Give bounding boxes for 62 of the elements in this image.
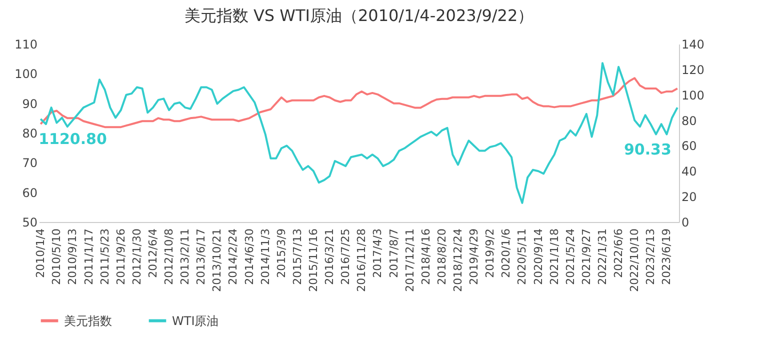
y-tick-label: 110	[14, 38, 38, 52]
y2-tick-label: 60	[682, 139, 697, 154]
x-tick-label: 2015/11/16	[307, 228, 320, 292]
x-tick-label: 2021/5/24	[564, 228, 577, 285]
x-tick-label: 2016/3/21	[323, 228, 336, 285]
x-tick-label: 2011/1/17	[82, 228, 96, 285]
x-tick-label: 2014/2/24	[226, 228, 240, 285]
x-tick-label: 2022/1/31	[596, 228, 609, 285]
annotation: 1120.80	[38, 130, 107, 148]
x-tick-label: 2021/9/27	[580, 228, 593, 285]
y2-tick-label: 140	[682, 38, 704, 52]
y-tick-label: 60	[22, 186, 38, 200]
x-tick-label: 2018/12/24	[451, 228, 464, 292]
line-series	[40, 62, 678, 204]
x-tick-label: 2023/6/19	[660, 228, 674, 285]
x-tick-label: 2020/1/6	[500, 228, 513, 278]
legend-label: WTI原油	[172, 314, 219, 328]
x-tick-label: 2016/7/25	[339, 228, 352, 285]
x-tick-label: 2018/4/16	[419, 228, 432, 285]
y2-tick-label: 20	[682, 190, 697, 204]
x-tick-label: 2019/4/29	[468, 228, 481, 285]
x-tick-label: 2016/11/28	[355, 228, 368, 292]
y-tick-label: 90	[22, 96, 38, 111]
x-tick-label: 2017/8/7	[387, 228, 400, 278]
x-tick-label: 2014/11/3	[258, 228, 272, 285]
x-tick-label: 2013/2/11	[178, 228, 192, 285]
y-tick-label: 100	[14, 67, 38, 82]
x-tick-label: 2017/12/11	[403, 228, 416, 292]
x-tick-label: 2012/10/8	[162, 228, 176, 285]
line-series	[40, 77, 678, 128]
x-tick-label: 2011/5/23	[98, 228, 112, 285]
x-tick-label: 2017/4/3	[371, 228, 384, 278]
annotation: 90.33	[624, 140, 672, 159]
x-tick-label: 2010/1/4	[34, 228, 48, 278]
y2-tick-label: 40	[682, 164, 697, 179]
x-tick-label: 2012/6/4	[146, 228, 160, 278]
y-tick-label: 80	[22, 126, 38, 140]
x-tick-label: 2014/6/30	[242, 228, 256, 285]
x-tick-label: 2020/5/11	[516, 228, 529, 285]
x-tick-label: 2013/10/21	[210, 228, 224, 292]
x-tick-label: 2015/7/13	[290, 228, 304, 285]
x-tick-label: 2012/1/30	[130, 228, 144, 285]
legend-label: 美元指数	[64, 314, 112, 328]
x-tick-label: 2021/1/18	[548, 228, 561, 285]
x-tick-label: 2010/5/10	[50, 228, 64, 285]
y-tick-label: 70	[22, 156, 38, 170]
x-tick-label: 2013/6/17	[194, 228, 208, 285]
y2-tick-label: 80	[682, 114, 697, 128]
x-tick-label: 2020/9/14	[532, 228, 545, 285]
y2-tick-label: 100	[682, 88, 704, 102]
chart-title: 美元指数 VS WTI原油（2010/1/4-2023/9/22）	[184, 6, 534, 25]
y2-tick-label: 0	[682, 216, 690, 230]
x-tick-label: 2010/9/13	[66, 228, 80, 285]
x-tick-label: 2023/2/13	[644, 228, 658, 285]
x-tick-label: 2022/6/6	[612, 228, 626, 278]
x-tick-label: 2011/9/26	[114, 228, 128, 285]
y-tick-label: 50	[22, 216, 38, 230]
y2-tick-label: 120	[682, 62, 704, 77]
x-tick-label: 2022/10/10	[628, 228, 642, 292]
x-tick-label: 2019/9/2	[484, 228, 497, 278]
x-tick-label: 2018/8/20	[435, 228, 448, 285]
x-tick-label: 2015/3/9	[274, 228, 288, 278]
